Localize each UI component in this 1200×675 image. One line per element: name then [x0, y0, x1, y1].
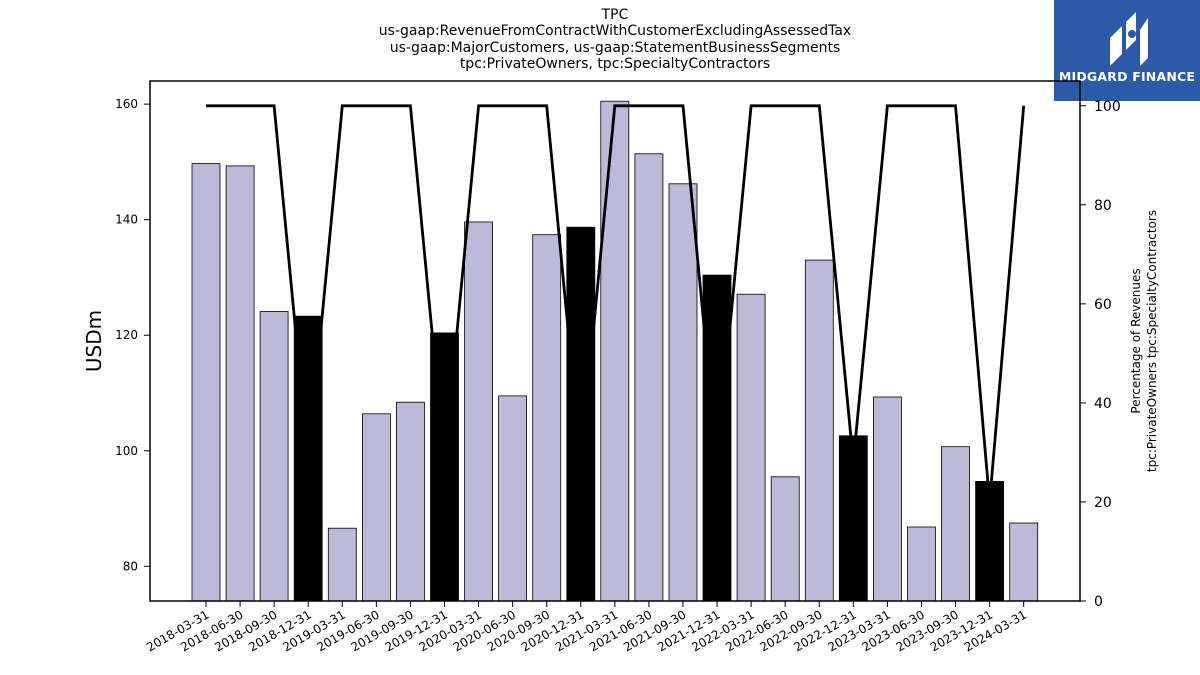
y2-tick-label-40: 40: [1094, 396, 1112, 412]
y2-tick-label-20: 20: [1094, 495, 1112, 511]
bar-2020-09-30: [532, 234, 562, 602]
percentage-line: [206, 104, 1026, 503]
y2-axis-label-line-2: tpc:PrivateOwners tpc:SpecialtyContracto…: [1145, 210, 1159, 472]
y-axis-label: USDm: [82, 310, 106, 372]
y-tick-label-100: 100: [115, 444, 138, 458]
bar-2019-09-30: [395, 401, 425, 602]
bar-2019-03-31: [327, 527, 357, 602]
bar-2024-03-31: [1009, 522, 1039, 602]
bar-2019-06-30: [361, 413, 391, 602]
bar-2020-06-30: [498, 395, 528, 602]
bar-2022-03-31: [736, 293, 766, 602]
bar-2018-09-30: [259, 311, 289, 602]
y-tick-label-160: 160: [115, 97, 138, 111]
bar-2021-06-30: [634, 153, 664, 602]
y2-tick-label-100: 100: [1094, 99, 1121, 115]
bar-2023-06-30: [907, 526, 936, 602]
logo-text: MIDGARD FINANCE: [1058, 69, 1196, 84]
y-tick-label-80: 80: [123, 559, 138, 573]
y2-tick-label-0: 0: [1094, 594, 1103, 610]
chart-subtitle-line-3: tpc:PrivateOwners, tpc:SpecialtyContract…: [459, 56, 771, 72]
bar-2021-09-30: [668, 183, 698, 602]
bar-2018-03-31: [191, 163, 221, 602]
bar-2018-06-30: [225, 165, 255, 602]
chart-title: TPC: [601, 7, 629, 23]
chart-subtitle-line-1: us-gaap:RevenueFromContractWithCustomerE…: [378, 23, 852, 39]
bar-2021-12-31: [702, 274, 732, 602]
bar-2022-09-30: [804, 259, 834, 602]
logo-mark-icon: [1110, 12, 1148, 66]
bar-2021-03-31: [600, 100, 630, 602]
y-tick-label-120: 120: [115, 328, 138, 342]
bar-2023-03-31: [873, 396, 902, 602]
y-tick-label-140: 140: [115, 213, 138, 227]
chart-subtitle-line-2: us-gaap:MajorCustomers, us-gaap:Statemen…: [389, 40, 841, 56]
y2-axis-label-line-1: Percentage of Revenues: [1129, 268, 1143, 413]
bar-2022-06-30: [770, 476, 800, 602]
y2-tick-label-60: 60: [1094, 297, 1112, 313]
bar-2022-12-31: [838, 435, 868, 602]
bar-2023-09-30: [941, 446, 970, 602]
midgard-finance-logo: MIDGARD FINANCE: [1054, 0, 1200, 101]
bar-2020-03-31: [464, 221, 494, 602]
bar-2020-12-31: [566, 226, 596, 602]
y2-tick-label-80: 80: [1094, 198, 1112, 214]
